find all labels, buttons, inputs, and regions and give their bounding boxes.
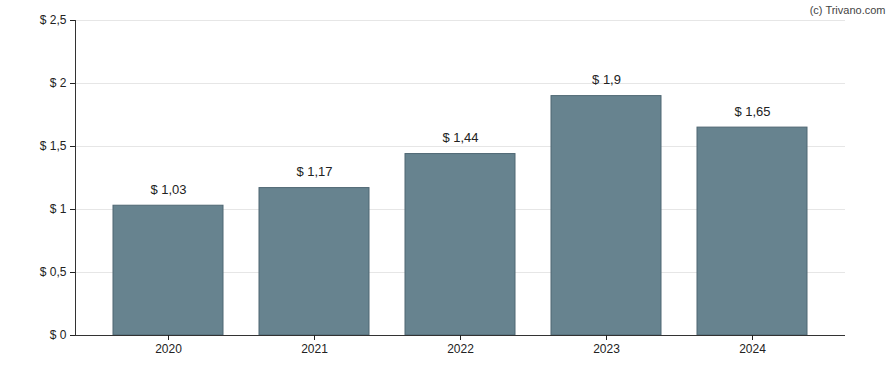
svg-text:$ 2,5: $ 2,5	[40, 13, 67, 27]
svg-text:2023: 2023	[593, 342, 620, 356]
svg-text:$ 1,03: $ 1,03	[150, 182, 186, 197]
svg-text:$ 1: $ 1	[50, 202, 67, 216]
svg-text:$ 1,9: $ 1,9	[592, 72, 621, 87]
svg-text:$ 1,17: $ 1,17	[296, 164, 332, 179]
svg-text:$ 1,65: $ 1,65	[734, 104, 770, 119]
svg-text:2021: 2021	[301, 342, 328, 356]
svg-text:$ 1,5: $ 1,5	[40, 139, 67, 153]
svg-text:$ 0: $ 0	[50, 328, 67, 342]
svg-text:2024: 2024	[739, 342, 766, 356]
svg-text:$ 2: $ 2	[50, 76, 67, 90]
svg-text:2020: 2020	[155, 342, 182, 356]
svg-text:2022: 2022	[447, 342, 474, 356]
svg-text:$ 0,5: $ 0,5	[40, 265, 67, 279]
svg-text:$ 1,44: $ 1,44	[442, 130, 478, 145]
svg-text:(c) Trivano.com: (c) Trivano.com	[810, 4, 886, 16]
